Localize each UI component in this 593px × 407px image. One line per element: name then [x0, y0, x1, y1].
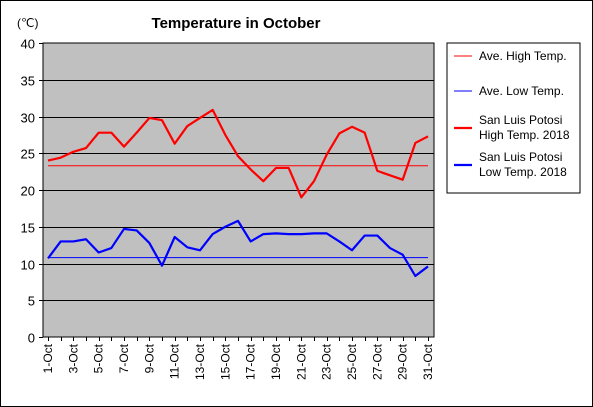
x-tick-label: 27-Oct — [370, 343, 384, 380]
x-tick-label: 3-Oct — [66, 343, 80, 373]
x-tick-label: 5-Oct — [92, 343, 106, 373]
x-tick-label: 11-Oct — [168, 343, 182, 379]
y-tick-label: 20 — [21, 184, 35, 199]
y-tick-label: 25 — [21, 147, 35, 162]
series-lines — [47, 108, 429, 278]
legend-label: Ave. High Temp. — [479, 49, 567, 63]
y-tick-label: 40 — [21, 37, 35, 52]
gridlines — [43, 80, 434, 301]
y-tick-label: 15 — [21, 221, 35, 236]
x-tick-label: 25-Oct — [345, 343, 359, 380]
y-tick-label: 30 — [21, 111, 35, 126]
chart-title: Temperature in October — [152, 15, 321, 32]
series-line — [47, 219, 429, 278]
x-tick-label: 15-Oct — [218, 343, 232, 380]
y-tick-label: 10 — [21, 258, 35, 273]
x-axis: 1-Oct 3-Oct 5-Oct 7-Oct 9-Oct 11-Oct 13-Oct 15-… — [41, 337, 435, 380]
legend-label: Low Temp. 2018 — [479, 165, 567, 179]
legend-label: San Luis Potosi — [479, 150, 562, 164]
x-tick-label: 13-Oct — [193, 343, 207, 380]
x-tick-label: 23-Oct — [320, 343, 334, 380]
legend: Ave. High Temp. Ave. Low Temp. San Luis Po… — [454, 49, 570, 179]
legend-label: Ave. Low Temp. — [479, 84, 564, 98]
y-tick-label: 0 — [28, 331, 35, 346]
legend-label: High Temp. 2018 — [479, 128, 570, 142]
x-tick-label: 31-Oct — [421, 343, 435, 380]
x-tick-label: 29-Oct — [396, 343, 410, 380]
y-axis: 0 5 10 15 20 25 30 35 40 — [21, 37, 43, 346]
legend-label: San Luis Potosi — [479, 113, 562, 127]
x-tick-label: 7-Oct — [117, 343, 131, 373]
unit-label: (℃) — [17, 16, 38, 30]
x-tick-label: 17-Oct — [244, 343, 258, 380]
x-tick-label: 21-Oct — [294, 343, 308, 380]
legend-box — [446, 42, 581, 194]
x-tick-label: 1-Oct — [41, 343, 55, 373]
x-tick-label: 19-Oct — [269, 343, 283, 380]
y-tick-label: 5 — [28, 294, 35, 309]
x-tick-label: 9-Oct — [142, 343, 156, 373]
series-line — [47, 108, 429, 199]
y-tick-label: 35 — [21, 74, 35, 89]
